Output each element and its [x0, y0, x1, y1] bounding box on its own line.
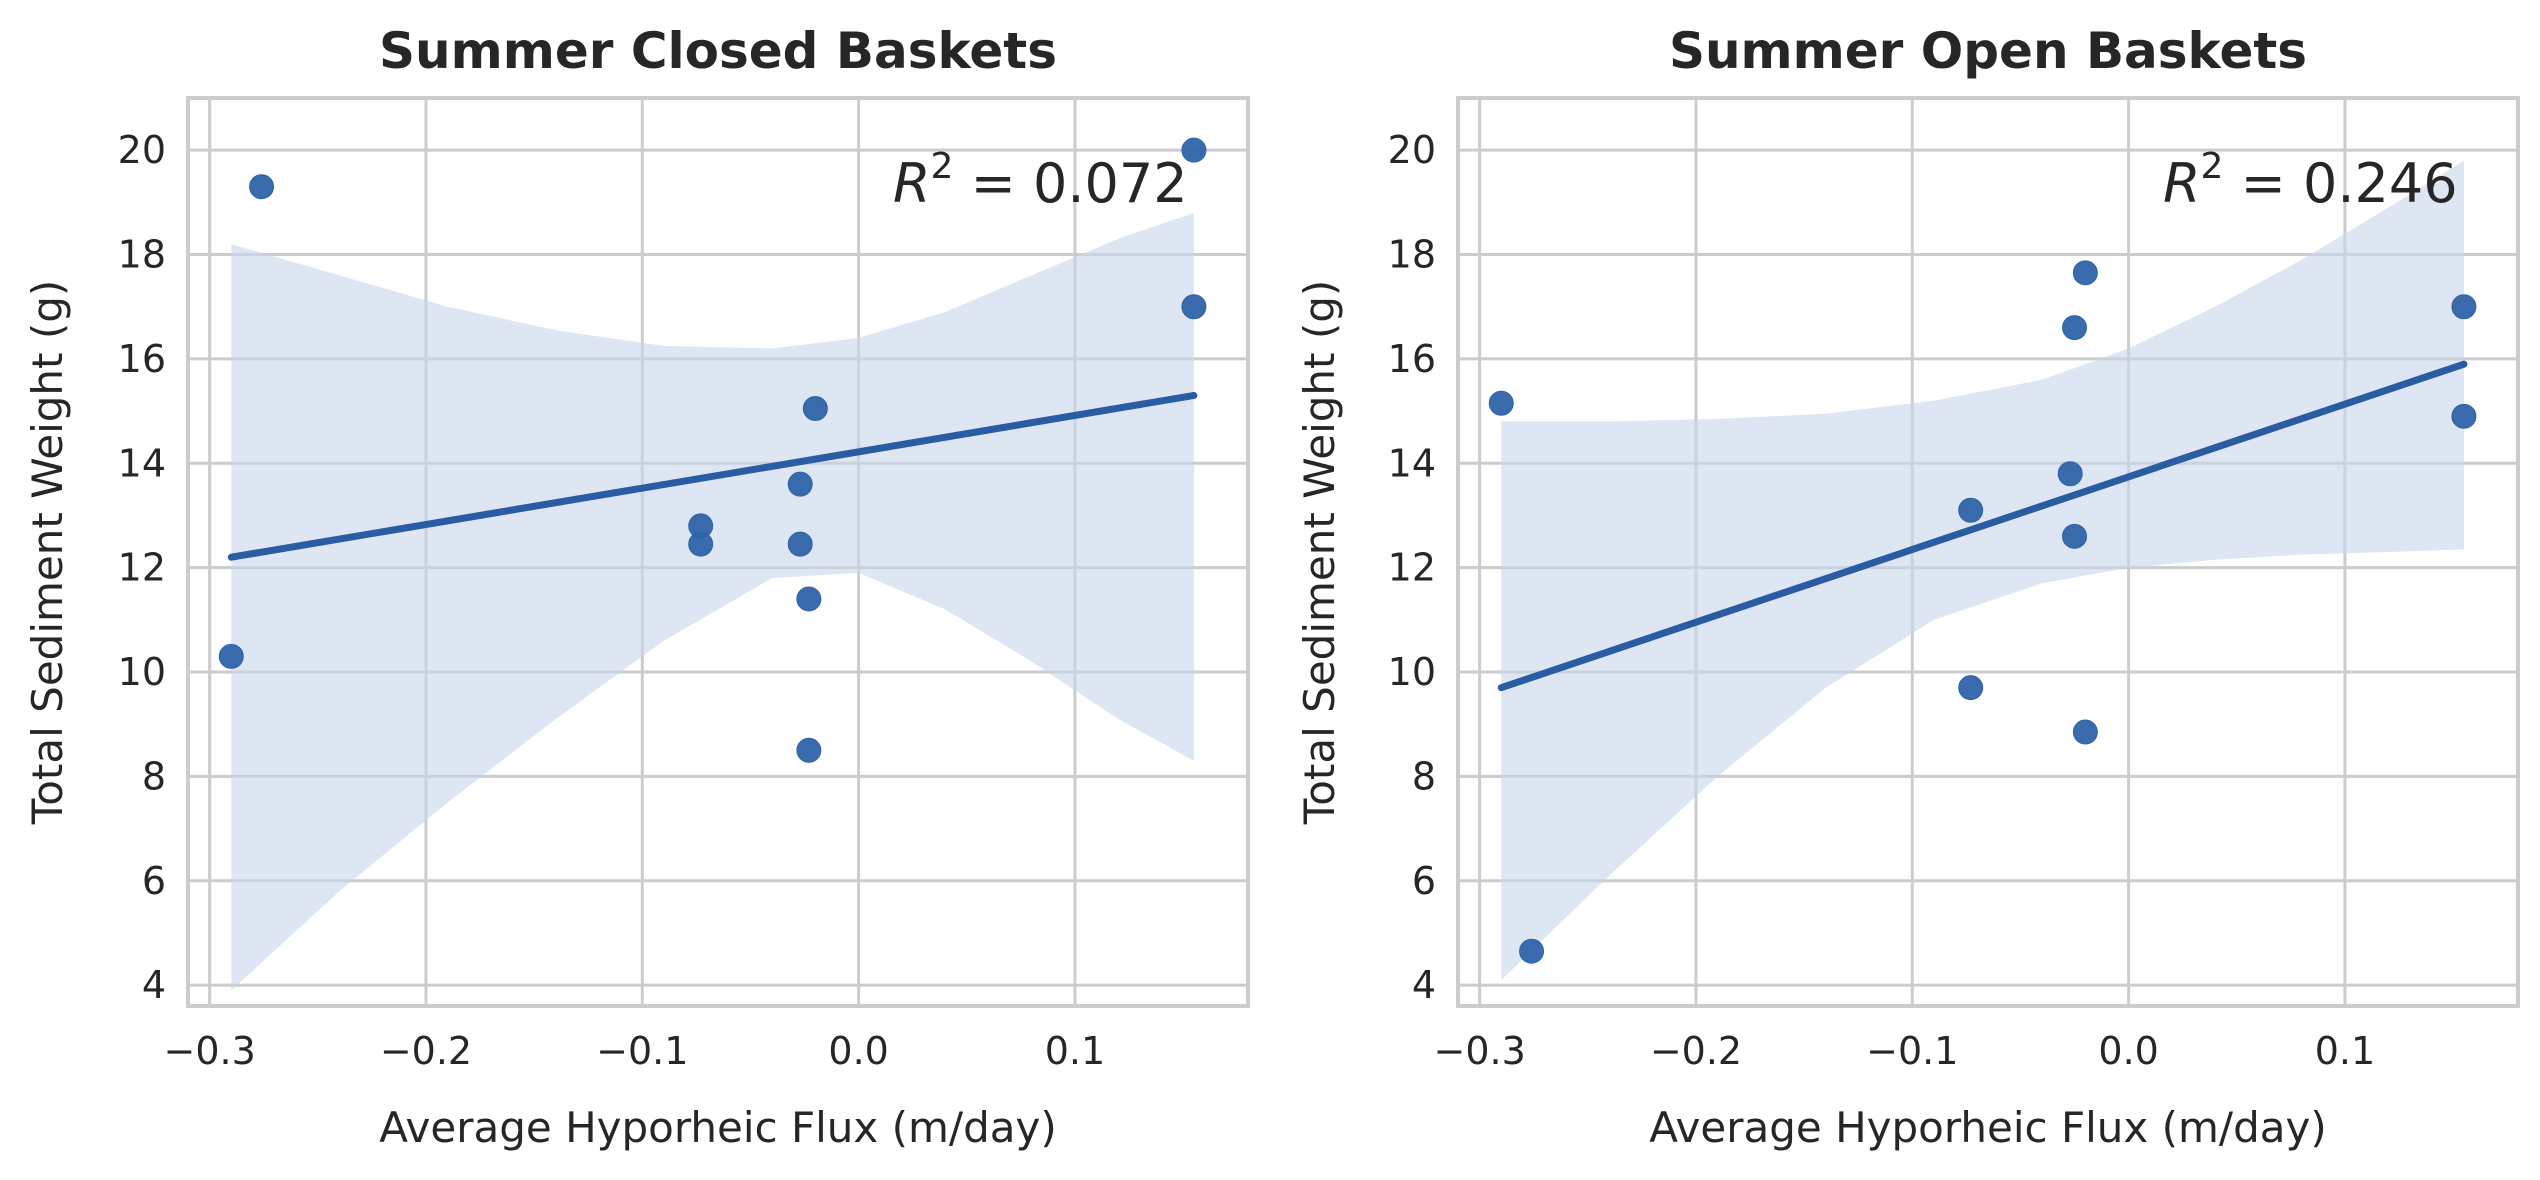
y-tick-label: 16 [1388, 337, 1436, 381]
y-tick-label: 6 [142, 859, 166, 903]
y-tick-label: 12 [118, 546, 166, 590]
data-point [2062, 315, 2088, 341]
data-point [2072, 719, 2098, 745]
x-tick-label: −0.3 [163, 1029, 255, 1073]
data-point [787, 471, 813, 497]
y-tick-label: 20 [1388, 128, 1436, 172]
data-point [1181, 294, 1207, 320]
x-tick-label: −0.1 [596, 1029, 688, 1073]
y-tick-label: 10 [118, 650, 166, 694]
panel-summer-closed: −0.3 −0.2 −0.1 0.0 0.1 4 6 8 10 12 14 16 18 20 Summer… [23, 22, 1250, 1152]
y-tick-label: 4 [142, 963, 166, 1007]
data-point [1488, 390, 1514, 416]
y-tick-label: 14 [118, 441, 166, 485]
data-point [787, 531, 813, 557]
data-point [2057, 461, 2083, 487]
chart-title: Summer Open Baskets [1669, 22, 2307, 80]
axes-frame [186, 96, 1250, 1008]
data-point [688, 531, 714, 557]
axes-frame [1456, 96, 2520, 1008]
data-point [802, 395, 828, 421]
x-tick-label: −0.1 [1866, 1029, 1958, 1073]
panel-summer-open: −0.3 −0.2 −0.1 0.0 0.1 4 6 8 10 12 14 16 18 20 Summer… [1295, 22, 2520, 1152]
data-point [796, 586, 822, 612]
x-axis-label: Average Hyporheic Flux (m/day) [379, 1103, 1056, 1152]
data-point [249, 174, 275, 200]
y-tick-label: 8 [1412, 754, 1436, 798]
confidence-band [231, 212, 1194, 991]
x-tick-label: 0.1 [2315, 1029, 2375, 1073]
x-tick-label: −0.2 [380, 1029, 472, 1073]
y-tick-label: 6 [1412, 859, 1436, 903]
data-point [796, 737, 822, 763]
y-tick-label: 18 [118, 233, 166, 277]
data-point [1519, 938, 1545, 964]
y-tick-label: 14 [1388, 441, 1436, 485]
regression-line [227, 391, 1198, 561]
data-point [1958, 497, 1984, 523]
data-point [2062, 523, 2088, 549]
x-axis-label: Average Hyporheic Flux (m/day) [1649, 1103, 2326, 1152]
chart-title: Summer Closed Baskets [379, 22, 1057, 80]
y-tick-label: 18 [1388, 233, 1436, 277]
x-tick-label: 0.0 [2098, 1029, 2158, 1073]
data-point [1181, 137, 1207, 163]
data-point [2072, 260, 2098, 286]
confidence-band [1501, 160, 2464, 980]
x-tick-label: 0.1 [1045, 1029, 1105, 1073]
data-point [218, 643, 244, 669]
x-tick-label: −0.3 [1433, 1029, 1525, 1073]
plot-area: −0.3 −0.2 −0.1 0.0 0.1 4 6 8 10 12 14 16 18 20 [118, 96, 1250, 1073]
y-tick-label: 8 [142, 754, 166, 798]
y-axis-label: Total Sediment Weight (g) [1295, 280, 1344, 826]
data-point [1958, 675, 1984, 701]
y-tick-label: 10 [1388, 650, 1436, 694]
data-point [2451, 294, 2477, 320]
y-tick-label: 4 [1412, 963, 1436, 1007]
r-squared-annotation: R2 = 0.246 [2163, 146, 2458, 215]
x-tick-label: −0.2 [1650, 1029, 1742, 1073]
y-tick-label: 16 [118, 337, 166, 381]
x-tick-label: 0.0 [828, 1029, 888, 1073]
y-axis-label: Total Sediment Weight (g) [23, 280, 72, 826]
data-point [2451, 403, 2477, 429]
y-tick-label: 20 [118, 128, 166, 172]
r-squared-annotation: R2 = 0.072 [893, 146, 1188, 215]
y-tick-label: 12 [1388, 546, 1436, 590]
plot-area: −0.3 −0.2 −0.1 0.0 0.1 4 6 8 10 12 14 16 18 20 [1388, 96, 2520, 1073]
regression-line [1497, 360, 2468, 692]
